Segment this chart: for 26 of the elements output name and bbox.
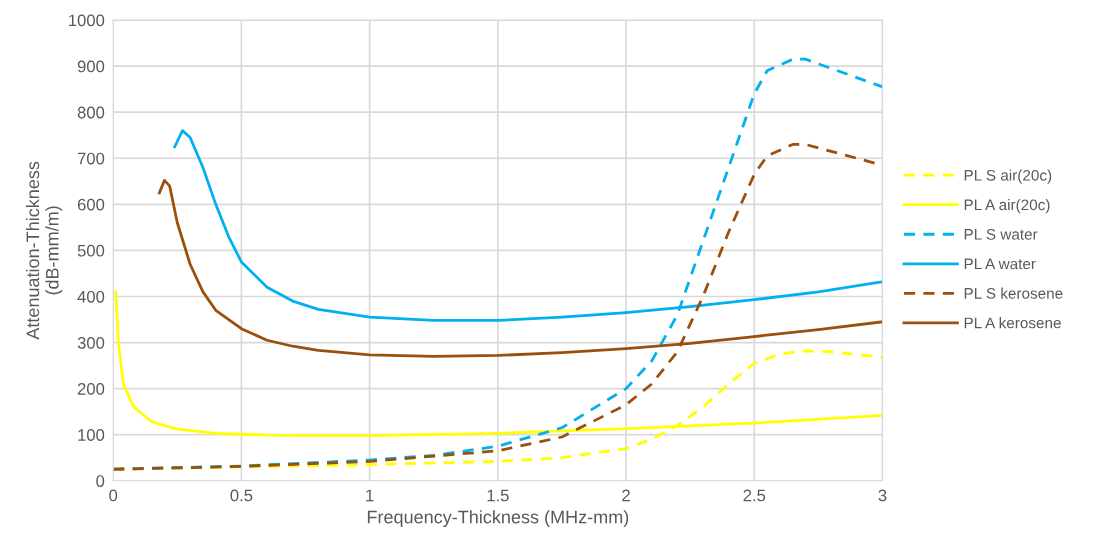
legend-label: PL S kerosene — [964, 287, 1063, 299]
x-tick-label: 2.5 — [743, 489, 766, 502]
y-tick-label: 500 — [77, 244, 105, 257]
x-tick-label: 0 — [109, 489, 118, 502]
legend-label: PL S air(20c) — [964, 169, 1052, 184]
x-tick-label: 0.5 — [230, 489, 253, 502]
legend-label: PL A water — [964, 258, 1036, 270]
y-tick-label: 800 — [77, 106, 105, 119]
y-tick-label: 900 — [77, 60, 105, 73]
y-tick-label: 300 — [77, 336, 105, 349]
y-tick-label: 100 — [78, 429, 105, 441]
x-axis-title: Frequency-Thickness (MHz-mm) — [367, 510, 629, 528]
x-tick-label: 1 — [366, 489, 374, 502]
y-axis-title: Attenuation-Thickness (dB-mm/m) — [25, 161, 63, 340]
x-tick-label: 3 — [878, 489, 887, 502]
legend-label: PL A kerosene — [964, 317, 1061, 329]
legend-label: PL A air(20c) — [964, 199, 1050, 214]
x-tick-label: 1.5 — [487, 489, 509, 502]
legend-label: PL S water — [964, 228, 1038, 240]
y-tick-label: 400 — [77, 290, 105, 303]
y-tick-label: 1000 — [69, 14, 105, 27]
y-tick-label: 0 — [96, 475, 105, 487]
y-tick-label: 700 — [77, 152, 105, 165]
y-tick-label: 200 — [77, 383, 105, 395]
x-tick-label: 2 — [622, 489, 630, 502]
y-tick-label: 600 — [77, 198, 105, 211]
